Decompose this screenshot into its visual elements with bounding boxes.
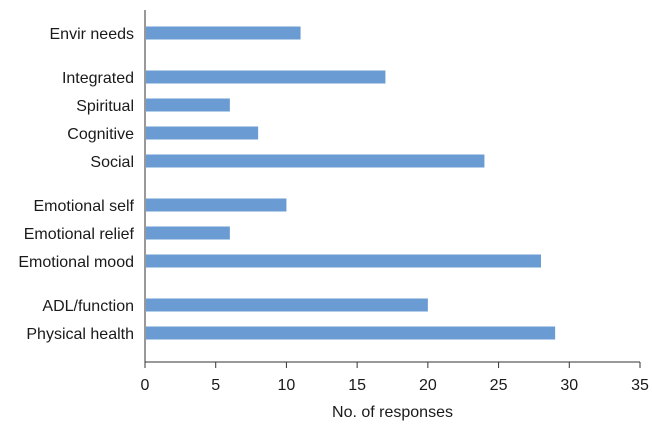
x-tick-label: 10 [278,377,296,394]
x-tick-label: 35 [631,377,649,394]
bar-emotional-self [146,198,287,212]
x-tick-label: 25 [490,377,508,394]
bar-envir-needs [146,26,301,40]
bar-cognitive [146,126,259,140]
category-label: Spiritual [76,98,134,115]
bar-emotional-mood [146,254,541,268]
category-label: Emotional mood [18,254,134,271]
bar-adl-function [146,298,428,312]
category-label: Social [90,154,134,171]
bar-spiritual [146,98,230,112]
x-tick-label: 20 [419,377,437,394]
x-tick-label: 0 [141,377,150,394]
category-label: Integrated [62,70,134,87]
category-label: Emotional self [34,198,135,215]
bar-physical-health [146,326,556,340]
bar-emotional-relief [146,226,230,240]
bars [146,26,556,340]
category-label: ADL/function [42,298,134,315]
category-label: Emotional relief [24,226,135,243]
category-label: Physical health [26,326,134,343]
category-label: Envir needs [50,26,135,43]
x-axis-title: No. of responses [332,404,453,421]
x-tick-label: 5 [211,377,220,394]
x-ticks: 0 5 10 15 20 25 30 35 [141,362,649,394]
x-tick-label: 30 [560,377,578,394]
x-tick-label: 15 [348,377,366,394]
bar-social [146,154,485,168]
category-label: Cognitive [67,126,134,143]
bar-integrated [146,70,386,84]
category-labels: Envir needs Integrated Spiritual Cognitive S… [18,26,134,343]
